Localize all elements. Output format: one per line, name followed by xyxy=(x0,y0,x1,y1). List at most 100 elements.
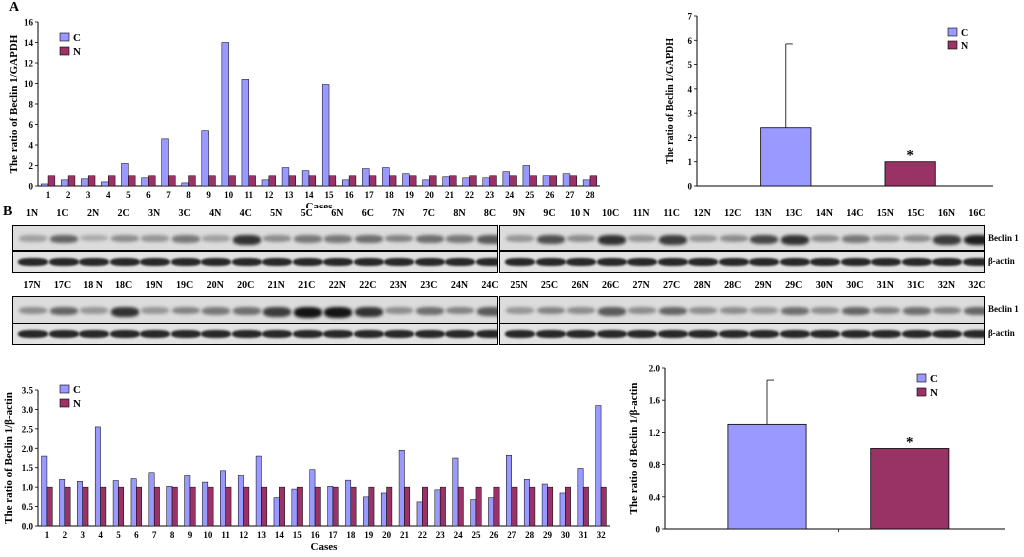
x-tick-label: 25 xyxy=(525,190,535,200)
actin-band xyxy=(201,258,232,266)
x-axis-label: Cases xyxy=(311,541,339,553)
bar-c-26 xyxy=(542,175,551,187)
bar-n-5 xyxy=(118,486,125,527)
lane-label: 10 N xyxy=(570,208,590,219)
actin-band xyxy=(353,258,384,266)
bar-c-7 xyxy=(148,472,155,527)
lane-label: 12C xyxy=(724,208,742,219)
x-tick-label: 30 xyxy=(561,530,571,540)
beclin-band xyxy=(933,235,962,245)
bar-n-5 xyxy=(128,175,136,187)
y-tick-label: 4 xyxy=(29,141,34,151)
beclin-band xyxy=(171,307,200,315)
bar-c-14 xyxy=(301,170,310,187)
actin-band xyxy=(627,330,658,338)
bar-n-6 xyxy=(148,175,156,187)
legend-label-n: N xyxy=(961,41,969,52)
beclin-band xyxy=(385,235,414,243)
bar-n-28 xyxy=(589,175,598,187)
actin-band xyxy=(476,330,497,338)
lane-label: 31C xyxy=(907,280,925,291)
bar-c-1 xyxy=(40,183,49,187)
blot-actin-row1 xyxy=(12,251,498,273)
beclin-band xyxy=(689,307,718,315)
actin-band xyxy=(963,330,984,338)
lane-label: 13N xyxy=(754,208,772,219)
beclin-band xyxy=(750,307,779,314)
x-tick-label: 28 xyxy=(585,190,595,200)
bar-c-2 xyxy=(59,479,66,527)
bar-c-11 xyxy=(241,79,250,187)
x-tick-label: 15 xyxy=(293,530,303,540)
bar-n-25 xyxy=(475,486,482,527)
bar-n-7 xyxy=(153,486,160,527)
bar-c-5 xyxy=(121,163,129,187)
bar-n-3 xyxy=(87,175,96,187)
beclin-band xyxy=(354,307,383,317)
lane-label: 4C xyxy=(239,208,252,219)
bar-n-21 xyxy=(449,175,457,187)
beclin-band xyxy=(811,307,840,315)
lane-label: 30C xyxy=(846,280,864,291)
actin-band xyxy=(871,330,902,338)
actin-band xyxy=(932,330,963,338)
x-tick-label: 9 xyxy=(188,530,193,540)
lane-label: 18 N xyxy=(83,280,103,291)
bar-n-14 xyxy=(279,486,285,527)
bar-c-12 xyxy=(261,179,270,187)
x-tick-label: 16 xyxy=(311,530,321,540)
y-tick-label: 2.0 xyxy=(649,364,661,374)
bar-c-29 xyxy=(541,483,548,527)
bar-n-20 xyxy=(386,486,393,527)
y-tick-label: 1.5 xyxy=(22,463,34,473)
bar-n-2 xyxy=(64,486,71,527)
bar-n-24 xyxy=(509,175,517,187)
bar-n-23 xyxy=(439,486,446,527)
y-tick-label: 2.0 xyxy=(22,444,34,454)
chart-a-right: 0 1 2 3 4 5 6 7 The ratio of Beclin 1/GAPDH * CN xyxy=(665,12,993,192)
lane-label: 16C xyxy=(968,208,986,219)
beclin-band xyxy=(902,307,931,315)
y-axis-label: The ratio of Beclin 1/β-actin xyxy=(3,392,15,524)
actin-band xyxy=(109,258,140,266)
actin-band xyxy=(840,258,871,266)
beclin-band xyxy=(658,307,687,316)
bar-c-4 xyxy=(94,426,101,527)
lane-label: 32N xyxy=(937,280,956,291)
x-tick-label: 11 xyxy=(244,190,253,200)
x-tick-label: 1 xyxy=(45,530,50,540)
x-tick-label: 25 xyxy=(471,530,481,540)
actin-band xyxy=(231,330,262,338)
bar-c-19 xyxy=(363,496,369,527)
actin-band xyxy=(596,258,627,266)
y-tick-label: 16 xyxy=(24,18,34,28)
x-tick-label: 8 xyxy=(170,530,175,540)
lane-label: 25C xyxy=(540,280,559,291)
beclin-band xyxy=(719,235,748,243)
actin-band xyxy=(749,330,780,338)
beclin-band xyxy=(324,307,353,318)
actin-band xyxy=(476,258,497,266)
x-tick-label: 11 xyxy=(221,530,230,540)
beclin-band xyxy=(780,235,809,245)
beclin-band xyxy=(415,235,444,243)
lane-label: 19C xyxy=(176,280,194,291)
lane-label: 17C xyxy=(53,280,72,291)
bar-c-19 xyxy=(402,173,410,187)
lane-label: 30N xyxy=(815,280,833,291)
bar-n-30 xyxy=(565,486,571,527)
bar-c-3 xyxy=(77,481,83,527)
legend-swatch-c xyxy=(59,32,70,42)
beclin-band xyxy=(141,307,170,314)
actin-band xyxy=(901,258,932,266)
x-tick-label: 3 xyxy=(86,190,91,200)
y-tick-label: 0 xyxy=(656,525,661,535)
lane-label: 18C xyxy=(114,280,133,291)
legend-swatch-n xyxy=(916,387,927,397)
y-tick-label: 1.2 xyxy=(649,428,661,438)
bar-c-28 xyxy=(582,179,591,187)
bar-n-19 xyxy=(409,175,417,187)
bar-n-9 xyxy=(208,175,216,187)
lane-label: 21N xyxy=(267,280,285,291)
actin-band xyxy=(414,330,445,338)
